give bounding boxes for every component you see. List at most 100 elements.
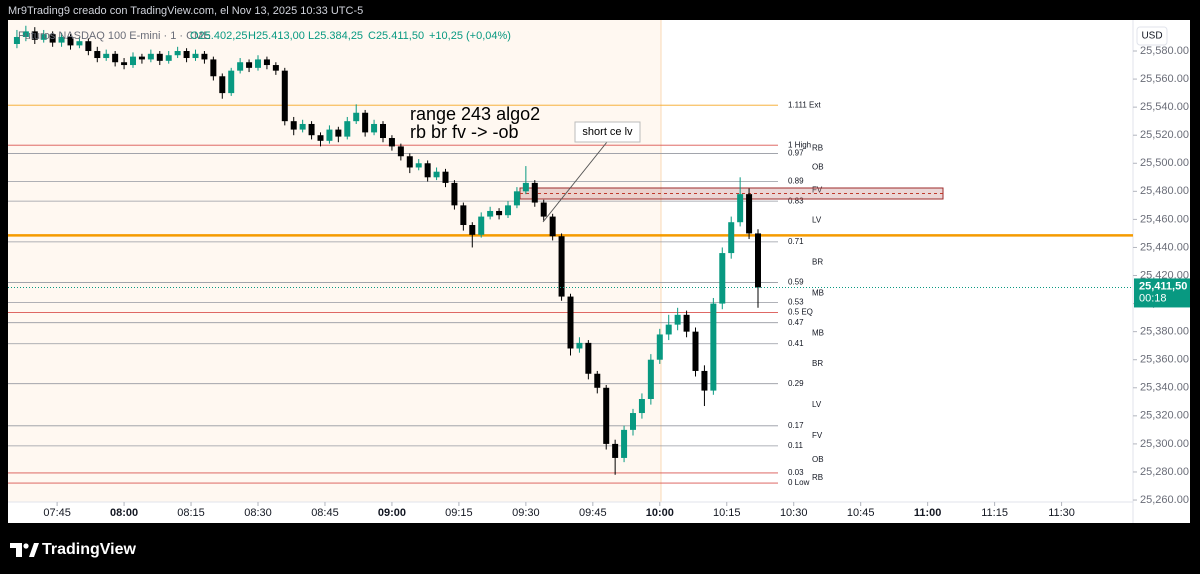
callout-arrow <box>542 141 608 223</box>
candle-body <box>335 129 342 137</box>
y-tick-label: 25,580.00 <box>1140 45 1189 57</box>
candle-body <box>210 59 217 77</box>
zone-label: OB <box>812 162 824 171</box>
candle-body <box>183 51 190 59</box>
level-label: 0.17 <box>788 421 804 430</box>
last-price-label: 25,411,50 <box>1139 280 1187 292</box>
candle-body <box>612 443 619 458</box>
x-tick-label: 08:45 <box>311 507 339 519</box>
zone-label: FV <box>812 431 823 440</box>
candle-body <box>219 76 226 94</box>
candle-body <box>469 225 476 235</box>
callout-box <box>574 121 641 143</box>
candle-body <box>513 191 520 206</box>
candle-body <box>433 171 440 178</box>
y-tick-label: 25,420.00 <box>1140 269 1189 281</box>
y-tick-label: 25,260.00 <box>1140 494 1189 506</box>
candle-body <box>49 34 56 43</box>
candle-body <box>692 331 699 371</box>
candle-body <box>299 123 306 130</box>
candle-body <box>424 163 431 178</box>
candle-body <box>147 53 154 60</box>
candle-body <box>656 334 663 360</box>
zone-label: FV <box>812 185 823 194</box>
candle-body <box>94 51 101 59</box>
level-label: 0.71 <box>788 237 804 246</box>
level-label: 0.53 <box>788 298 804 307</box>
candle-body <box>522 182 529 192</box>
x-tick-label: 08:15 <box>177 507 205 519</box>
candle-body <box>531 182 538 203</box>
candle-body <box>130 56 136 66</box>
candle-body <box>272 65 279 71</box>
candle-body <box>237 62 244 71</box>
candle-body <box>58 36 65 43</box>
candle-body <box>344 121 351 137</box>
candle-body <box>13 36 20 44</box>
candle-body <box>406 156 413 168</box>
candle-body <box>746 194 753 234</box>
candle-body <box>76 41 83 46</box>
candle-body <box>388 138 395 147</box>
level-label: 0.5 EQ <box>788 308 813 317</box>
candle-body <box>674 314 681 325</box>
candle-body <box>85 41 92 52</box>
zone-label: MB <box>812 329 824 338</box>
axes: 25,580.00 25,560.00 25,540.00 25,520.00 25,5… <box>8 45 1190 519</box>
candle-body <box>701 370 708 391</box>
x-tick-label: 08:00 <box>110 507 138 519</box>
caption: Mr9Trading9 creado con TradingView.com, … <box>8 5 363 17</box>
symbol-title: Futuros NASDAQ 100 E-mini · 1 · CME <box>18 30 211 42</box>
candle-body <box>103 53 110 59</box>
x-tick-label: 10:15 <box>713 507 741 519</box>
level-label: 0.83 <box>788 196 804 205</box>
candle-body <box>40 34 47 40</box>
y-tick-label: 25,520.00 <box>1140 129 1189 141</box>
candle-body <box>585 342 592 374</box>
x-tick-label: 09:30 <box>512 507 540 519</box>
ohlc-change: +10,25 (+0,04%) <box>429 30 511 42</box>
candle-body <box>22 31 29 37</box>
candle-body <box>638 399 645 414</box>
candle-body <box>647 359 654 400</box>
candle-body <box>255 59 261 68</box>
candles <box>13 25 761 475</box>
x-tick-label: 11:15 <box>981 507 1008 519</box>
candle-body <box>31 31 38 40</box>
candle-body <box>710 303 717 391</box>
candle-body <box>567 296 574 349</box>
candle-body <box>630 413 636 430</box>
candle-body <box>165 55 172 61</box>
candle-body <box>478 216 485 235</box>
candle-body <box>380 123 386 139</box>
candle-body <box>451 182 458 206</box>
candle-body <box>201 53 208 60</box>
zone-label: OB <box>812 455 824 464</box>
currency[interactable]: USD <box>1141 31 1162 42</box>
candle-body <box>728 222 735 254</box>
currency-box[interactable] <box>1136 26 1168 46</box>
candle-body <box>67 36 74 46</box>
y-tick-label: 25,340.00 <box>1140 382 1189 394</box>
candle-body <box>353 112 360 122</box>
x-tick-label: 08:30 <box>244 507 272 519</box>
session-shade <box>8 20 661 502</box>
x-tick-label: 10:45 <box>847 507 875 519</box>
candle-body <box>192 53 199 59</box>
candle-body <box>112 53 119 63</box>
candle-body <box>397 146 404 157</box>
level-label: 0.11 <box>788 441 804 450</box>
candle-body <box>228 70 235 94</box>
candle-body <box>371 123 378 133</box>
y-tick-label: 25,560.00 <box>1140 73 1189 85</box>
candle-body <box>594 373 601 388</box>
ohlc-open: O25.402,25 <box>190 30 248 42</box>
y-tick-label: 25,380.00 <box>1140 326 1189 338</box>
zone-label: LV <box>812 215 822 224</box>
level-label: 1 High <box>788 140 811 149</box>
countdown: 00:18 <box>1139 292 1167 304</box>
ohlc-close: C25.411,50 <box>368 30 424 42</box>
ohlc-high: H25.413,00 <box>248 30 305 42</box>
y-tick-label: 25,540.00 <box>1140 101 1189 113</box>
